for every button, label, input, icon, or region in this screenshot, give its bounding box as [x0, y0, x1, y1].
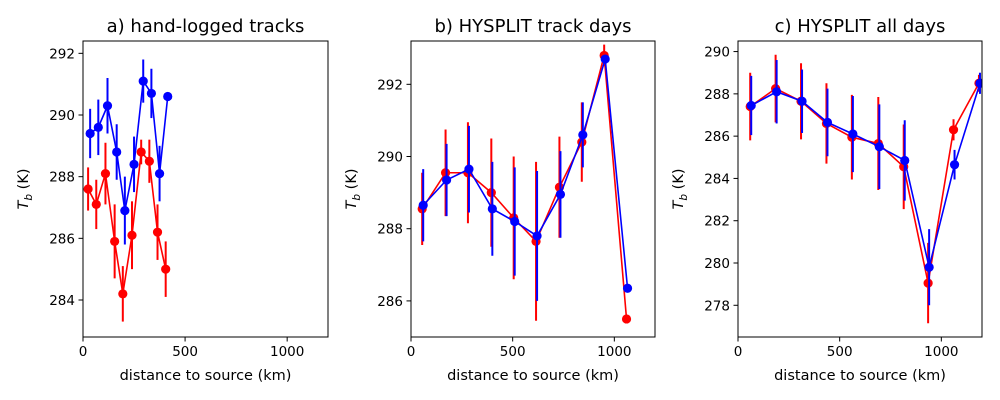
- blue-data-point: [418, 200, 428, 210]
- blue-data-point: [874, 142, 884, 152]
- blue-data-point: [600, 54, 610, 64]
- axes-frame: [737, 40, 983, 338]
- red-data-point: [100, 168, 111, 179]
- blue-data-point: [464, 164, 474, 174]
- x-axis-label: distance to source (km): [774, 368, 946, 384]
- y-tick-label: 292: [49, 46, 75, 62]
- chart-panel-0: 0 500 1000 284 286 288 290 292 a) hand-logged tr…: [16, 16, 329, 384]
- plot-area: [83, 59, 173, 322]
- x-tick-label: 500: [827, 344, 853, 360]
- chart-title: a) hand-logged tracks: [107, 16, 305, 37]
- blue-data-point: [129, 159, 139, 169]
- x-tick-label: 1000: [270, 344, 304, 360]
- blue-series-line: [422, 58, 629, 289]
- y-axis-label: Tb (K): [344, 169, 363, 210]
- plot-area: [417, 44, 633, 324]
- y-tick-label: 288: [377, 222, 403, 238]
- blue-data-point: [120, 205, 130, 216]
- y-tick-label: 290: [377, 150, 403, 166]
- blue-data-point: [163, 91, 173, 102]
- y-tick-label: 284: [49, 293, 75, 309]
- blue-data-point: [949, 160, 960, 170]
- x-tick-label: 0: [79, 344, 88, 360]
- blue-series-line: [89, 78, 169, 211]
- x-axis-label: distance to source (km): [120, 368, 292, 384]
- x-tick-label: 500: [500, 344, 526, 360]
- red-series-line: [87, 150, 167, 294]
- chart-panel-2: 0 500 1000 278 280 282 284 286 288 290 c) HYSPLIT …: [671, 16, 983, 384]
- blue-data-point: [112, 147, 122, 157]
- red-data-point: [152, 227, 163, 237]
- axes-frame: [82, 40, 329, 338]
- red-data-point: [127, 230, 137, 240]
- blue-series-line: [750, 83, 981, 268]
- blue-data-point: [102, 101, 113, 111]
- red-data-point: [83, 184, 93, 194]
- axes-frame: [410, 40, 656, 338]
- blue-data-point: [975, 78, 982, 88]
- red-data-point: [136, 147, 146, 157]
- y-tick-label: 290: [49, 108, 75, 124]
- y-tick-label: 286: [49, 231, 75, 247]
- y-tick-label: 280: [704, 256, 730, 272]
- red-data-point: [110, 236, 120, 247]
- blue-data-point: [487, 204, 497, 214]
- plot-area: [745, 54, 982, 324]
- chart-panel-1: 0 500 1000 286 288 290 292 b) HYSPLIT track day…: [344, 16, 656, 384]
- y-tick-label: 290: [704, 45, 730, 61]
- red-data-point: [144, 156, 154, 166]
- red-data-point: [440, 168, 451, 178]
- red-data-point: [161, 264, 171, 274]
- x-axis-label: distance to source (km): [447, 368, 619, 384]
- y-tick-label: 288: [704, 87, 730, 103]
- blue-data-point: [622, 283, 633, 293]
- y-tick-label: 292: [377, 77, 403, 93]
- blue-data-point: [924, 262, 934, 272]
- blue-data-point: [441, 175, 452, 185]
- red-data-point: [91, 199, 101, 210]
- red-data-point: [486, 188, 496, 198]
- blue-data-point: [138, 76, 148, 86]
- y-tick-label: 286: [377, 294, 403, 310]
- blue-data-point: [772, 87, 782, 97]
- y-axis-label: Tb (K): [16, 169, 35, 210]
- blue-data-point: [154, 168, 165, 179]
- blue-data-point: [532, 231, 542, 241]
- chart-title: c) HYSPLIT all days: [775, 16, 946, 37]
- x-tick-label: 500: [172, 344, 198, 360]
- y-tick-label: 278: [704, 298, 730, 314]
- blue-data-point: [510, 216, 520, 227]
- blue-data-point: [822, 117, 833, 127]
- red-data-point: [118, 289, 128, 299]
- blue-data-point: [848, 129, 858, 139]
- blue-data-point: [578, 130, 588, 140]
- blue-data-point: [93, 122, 103, 132]
- blue-data-point: [146, 88, 156, 99]
- chart-title: b) HYSPLIT track days: [434, 16, 631, 37]
- x-tick-label: 0: [734, 344, 743, 360]
- y-tick-label: 286: [704, 129, 730, 145]
- y-tick-label: 288: [49, 170, 75, 186]
- blue-data-point: [85, 128, 95, 139]
- x-tick-label: 1000: [597, 344, 631, 360]
- blue-data-point: [555, 189, 566, 200]
- red-data-point: [923, 278, 933, 288]
- x-tick-label: 0: [407, 344, 416, 360]
- y-tick-label: 284: [704, 171, 730, 187]
- red-data-point: [948, 125, 959, 135]
- red-data-point: [621, 314, 632, 324]
- y-axis-label: Tb (K): [671, 169, 690, 210]
- y-tick-label: 282: [704, 214, 730, 230]
- blue-data-point: [797, 96, 807, 106]
- blue-data-point: [900, 155, 910, 166]
- x-tick-label: 1000: [924, 344, 958, 360]
- blue-data-point: [746, 100, 756, 111]
